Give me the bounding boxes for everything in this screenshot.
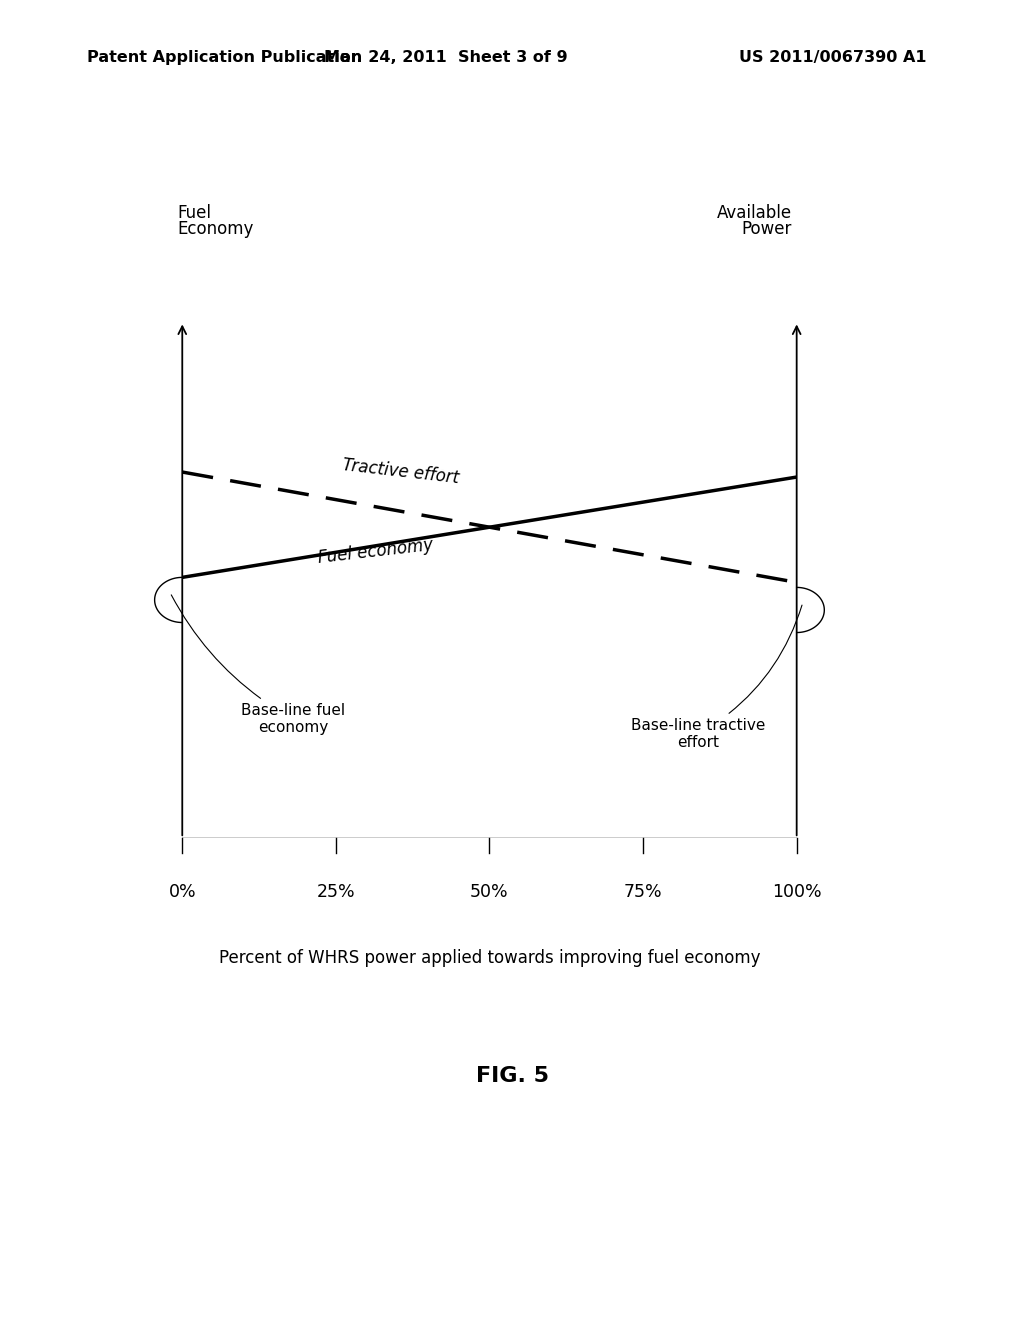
Text: 0%: 0% bbox=[169, 883, 196, 902]
Text: Patent Application Publication: Patent Application Publication bbox=[87, 50, 362, 65]
Text: US 2011/0067390 A1: US 2011/0067390 A1 bbox=[739, 50, 927, 65]
Text: FIG. 5: FIG. 5 bbox=[475, 1065, 549, 1086]
Text: Tractive effort: Tractive effort bbox=[342, 455, 461, 487]
Text: Base-line tractive
effort: Base-line tractive effort bbox=[631, 605, 802, 750]
Text: Available: Available bbox=[717, 203, 792, 222]
Text: Power: Power bbox=[741, 219, 792, 238]
Text: Economy: Economy bbox=[177, 219, 254, 238]
Text: 100%: 100% bbox=[772, 883, 821, 902]
Text: Fuel economy: Fuel economy bbox=[317, 536, 434, 568]
Text: 25%: 25% bbox=[316, 883, 355, 902]
Text: 75%: 75% bbox=[624, 883, 663, 902]
Text: Mar. 24, 2011  Sheet 3 of 9: Mar. 24, 2011 Sheet 3 of 9 bbox=[324, 50, 567, 65]
Text: 50%: 50% bbox=[470, 883, 509, 902]
Text: Base-line fuel
economy: Base-line fuel economy bbox=[171, 595, 345, 735]
Text: Percent of WHRS power applied towards improving fuel economy: Percent of WHRS power applied towards im… bbox=[219, 949, 760, 966]
Text: Fuel: Fuel bbox=[177, 203, 211, 222]
